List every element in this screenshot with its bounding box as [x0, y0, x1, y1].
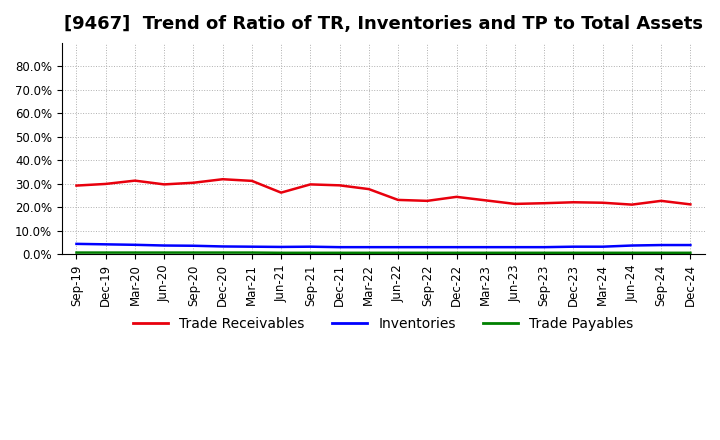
Trade Receivables — [189, 180, 198, 185]
Trade Payables — [569, 250, 577, 256]
Trade Receivables — [686, 202, 695, 207]
Inventories — [160, 243, 168, 248]
Trade Receivables — [423, 198, 431, 203]
Inventories — [510, 245, 519, 250]
Trade Receivables — [394, 197, 402, 202]
Trade Receivables — [248, 178, 256, 183]
Trade Receivables — [102, 181, 110, 187]
Trade Payables — [482, 250, 490, 256]
Trade Payables — [130, 250, 139, 255]
Inventories — [540, 245, 549, 250]
Inventories — [130, 242, 139, 247]
Inventories — [102, 242, 110, 247]
Trade Payables — [102, 250, 110, 255]
Inventories — [482, 245, 490, 250]
Line: Trade Receivables: Trade Receivables — [76, 179, 690, 205]
Trade Receivables — [540, 201, 549, 206]
Inventories — [276, 244, 285, 249]
Legend: Trade Receivables, Inventories, Trade Payables: Trade Receivables, Inventories, Trade Pa… — [127, 311, 639, 336]
Inventories — [189, 243, 198, 249]
Inventories — [423, 245, 431, 250]
Trade Receivables — [218, 176, 227, 182]
Inventories — [72, 241, 81, 246]
Trade Payables — [598, 250, 607, 256]
Trade Payables — [336, 250, 344, 256]
Inventories — [452, 245, 461, 250]
Trade Payables — [510, 250, 519, 256]
Inventories — [657, 242, 665, 248]
Trade Payables — [364, 250, 373, 256]
Trade Receivables — [72, 183, 81, 188]
Trade Receivables — [569, 200, 577, 205]
Trade Receivables — [452, 194, 461, 199]
Trade Payables — [628, 250, 636, 256]
Trade Receivables — [598, 200, 607, 205]
Line: Inventories: Inventories — [76, 244, 690, 247]
Inventories — [364, 245, 373, 250]
Inventories — [628, 243, 636, 248]
Trade Payables — [394, 250, 402, 256]
Trade Receivables — [160, 182, 168, 187]
Trade Payables — [218, 250, 227, 255]
Inventories — [394, 245, 402, 250]
Trade Receivables — [364, 187, 373, 192]
Trade Payables — [306, 250, 315, 256]
Inventories — [306, 244, 315, 249]
Trade Receivables — [276, 190, 285, 195]
Inventories — [598, 244, 607, 249]
Trade Payables — [276, 250, 285, 256]
Inventories — [218, 244, 227, 249]
Trade Payables — [540, 250, 549, 256]
Trade Receivables — [628, 202, 636, 207]
Trade Receivables — [130, 178, 139, 183]
Trade Receivables — [657, 198, 665, 203]
Title: [9467]  Trend of Ratio of TR, Inventories and TP to Total Assets: [9467] Trend of Ratio of TR, Inventories… — [64, 15, 703, 33]
Trade Receivables — [306, 182, 315, 187]
Inventories — [569, 244, 577, 249]
Trade Payables — [452, 250, 461, 256]
Inventories — [336, 245, 344, 250]
Trade Payables — [657, 250, 665, 256]
Trade Receivables — [510, 201, 519, 206]
Trade Receivables — [336, 183, 344, 188]
Trade Payables — [189, 250, 198, 255]
Trade Payables — [686, 250, 695, 256]
Inventories — [686, 242, 695, 248]
Trade Payables — [160, 250, 168, 255]
Trade Receivables — [482, 198, 490, 203]
Inventories — [248, 244, 256, 249]
Trade Payables — [248, 250, 256, 255]
Trade Payables — [423, 250, 431, 256]
Trade Payables — [72, 250, 81, 255]
